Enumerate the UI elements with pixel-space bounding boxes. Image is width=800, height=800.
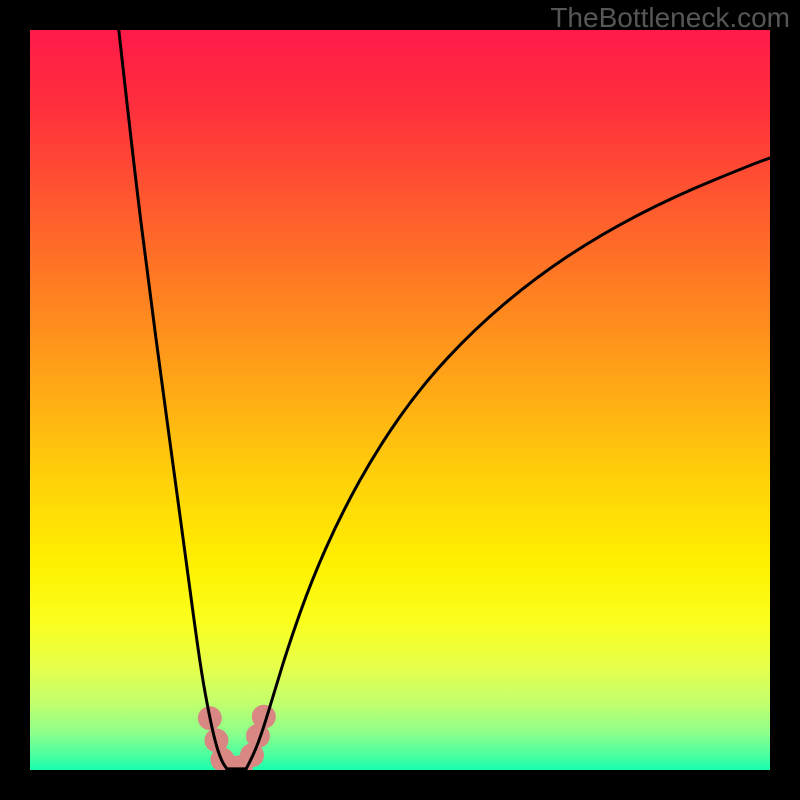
chart-frame xyxy=(0,0,800,800)
curves-overlay xyxy=(30,30,770,770)
watermark-text: TheBottleneck.com xyxy=(550,2,790,34)
curve-right xyxy=(246,158,770,769)
curve-left xyxy=(119,30,227,769)
plot-area xyxy=(30,30,770,770)
